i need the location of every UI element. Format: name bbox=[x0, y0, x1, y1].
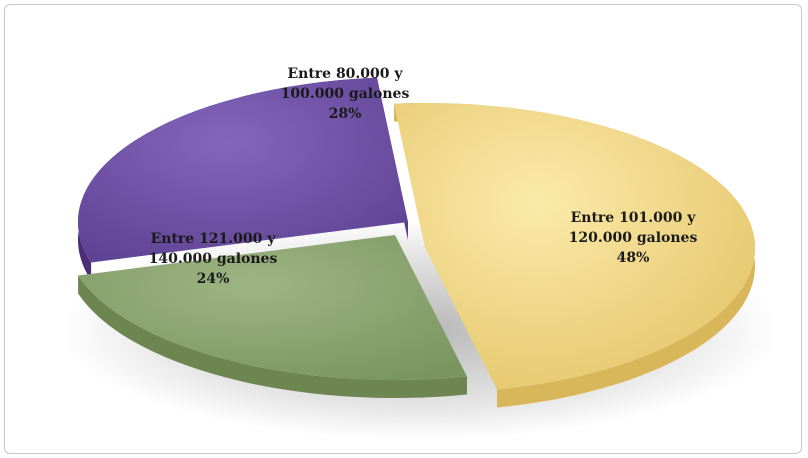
label-slice-48-line1: Entre 101.000 y bbox=[571, 210, 697, 226]
pie-slice-48 bbox=[393, 103, 756, 408]
pie-slice-24 bbox=[78, 235, 467, 398]
label-slice-48-percent: 48% bbox=[617, 250, 650, 266]
label-slice-24-percent: 24% bbox=[197, 271, 230, 287]
label-slice-28-line1: Entre 80.000 y bbox=[287, 66, 403, 82]
pie-slice-28 bbox=[77, 77, 409, 281]
label-slice-48-line2: 120.000 galones bbox=[569, 230, 698, 246]
label-slice-48: Entre 101.000 y 120.000 galones 48% bbox=[569, 210, 698, 266]
label-slice-24-line1: Entre 121.000 y bbox=[151, 231, 277, 247]
pie-slice-28-top bbox=[77, 77, 409, 263]
label-slice-28-line2: 100.000 galones bbox=[281, 86, 410, 102]
label-slice-28: Entre 80.000 y 100.000 galones 28% bbox=[281, 66, 410, 122]
pie-slice-48-top bbox=[393, 103, 756, 390]
label-slice-24: Entre 121.000 y 140.000 galones 24% bbox=[149, 231, 278, 287]
label-slice-24-line2: 140.000 galones bbox=[149, 251, 278, 267]
pie-slice-24-top bbox=[78, 235, 467, 381]
pie-slice-24-side bbox=[78, 275, 467, 398]
label-slice-28-percent: 28% bbox=[329, 106, 362, 122]
